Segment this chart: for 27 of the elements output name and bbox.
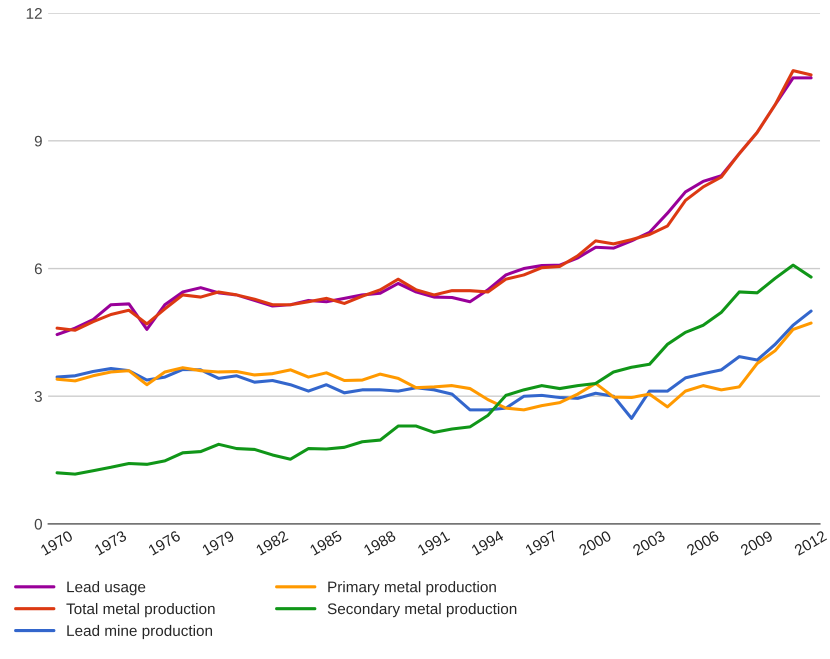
x-tick-label: 1997 bbox=[524, 530, 558, 556]
legend-label: Lead usage bbox=[67, 581, 146, 596]
line-series bbox=[56, 264, 813, 476]
line-series bbox=[56, 321, 813, 412]
y-tick-label: 12 bbox=[26, 8, 42, 19]
x-tick-label: 2003 bbox=[632, 530, 666, 556]
x-tick-label: 1973 bbox=[94, 530, 128, 556]
y-tick-label: 0 bbox=[34, 518, 42, 530]
x-tick-label: 1991 bbox=[417, 530, 450, 556]
x-tick-label: 2012 bbox=[794, 530, 828, 556]
y-tick-label: 3 bbox=[34, 391, 42, 402]
legend-label: Lead mine production bbox=[67, 624, 212, 640]
x-tick-label: 1988 bbox=[363, 530, 396, 556]
x-tick-label: 1970 bbox=[40, 530, 74, 556]
x-tick-label: 1982 bbox=[255, 530, 289, 556]
x-tick-label: 2009 bbox=[740, 530, 774, 556]
x-tick-label: 1976 bbox=[148, 530, 182, 556]
legend-label: Secondary metal production bbox=[328, 602, 516, 618]
x-tick-label: 1985 bbox=[309, 530, 343, 556]
x-tick-label: 1994 bbox=[470, 530, 504, 556]
y-tick-label: 9 bbox=[34, 136, 42, 147]
x-tick-label: 2006 bbox=[686, 530, 720, 556]
x-tick-label: 2000 bbox=[578, 530, 612, 556]
y-tick-label: 6 bbox=[34, 263, 42, 274]
legend-label: Total metal production bbox=[66, 602, 215, 618]
x-tick-label: 1979 bbox=[202, 530, 235, 556]
legend-label: Primary metal production bbox=[328, 581, 496, 596]
